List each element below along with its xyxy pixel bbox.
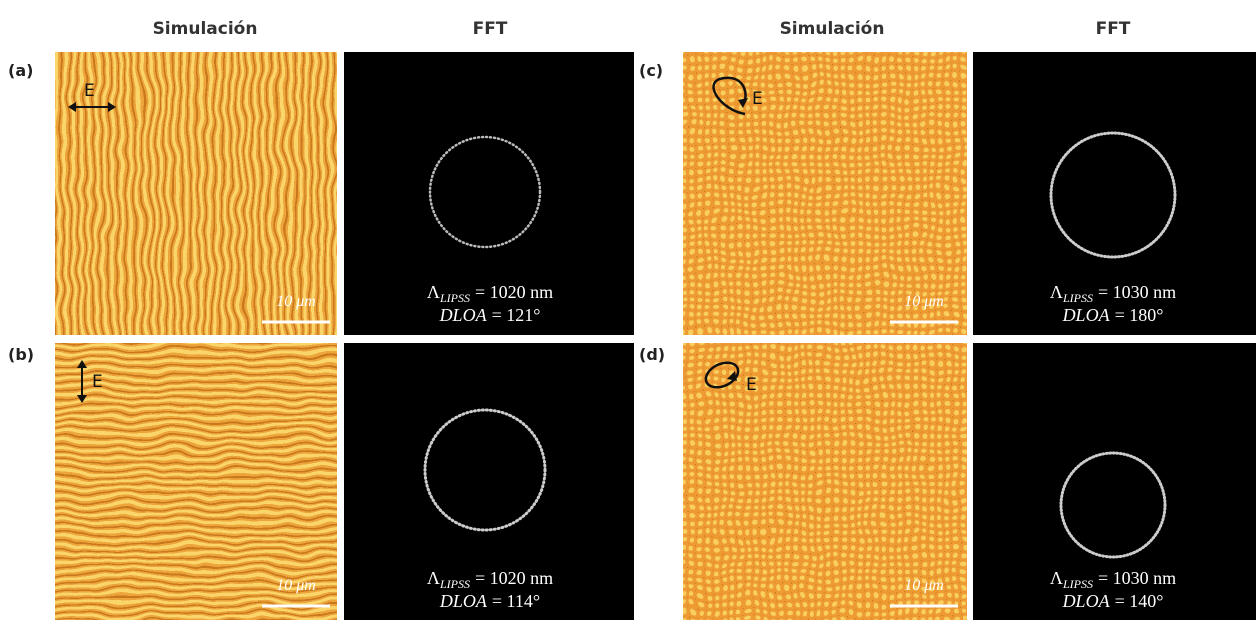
dloa-name: DLOA [1062, 591, 1111, 611]
scale-bar-label: 10 μm [276, 293, 316, 310]
lambda-symbol: Λ [1050, 568, 1063, 588]
lambda-value: = 1030 nm [1098, 568, 1176, 588]
lambda-symbol: Λ [427, 282, 440, 302]
lambda-symbol: Λ [427, 568, 440, 588]
field-label: E [92, 372, 103, 392]
field-label: E [84, 81, 95, 101]
column-header: FFT [473, 19, 508, 39]
lambda-subscript: LIPSS [439, 291, 470, 305]
dloa-value: = 121° [492, 305, 541, 325]
figure: Simulación FFT Simulación FFT (a) (b) (c… [0, 0, 1256, 620]
lambda-subscript: LIPSS [1062, 577, 1093, 591]
lambda-value: = 1030 nm [1098, 282, 1176, 302]
dloa-name: DLOA [1062, 305, 1111, 325]
scale-bar-label: 10 μm [276, 577, 316, 594]
lambda-symbol: Λ [1050, 282, 1063, 302]
lambda-value: = 1020 nm [475, 282, 553, 302]
panel-label: (c) [639, 61, 663, 80]
scale-bar-label: 10 μm [904, 293, 944, 310]
dloa-name: DLOA [439, 305, 488, 325]
column-header: Simulación [780, 19, 885, 39]
field-label: E [746, 375, 757, 395]
scale-bar-label: 10 μm [904, 577, 944, 594]
field-label: E [752, 89, 763, 109]
column-header: Simulación [153, 19, 258, 39]
lambda-value: = 1020 nm [475, 568, 553, 588]
lambda-subscript: LIPSS [1062, 291, 1093, 305]
lambda-subscript: LIPSS [439, 577, 470, 591]
panel-label: (b) [8, 345, 34, 364]
dloa-value: = 114° [492, 591, 540, 611]
panel-label: (a) [8, 61, 33, 80]
dloa-name: DLOA [439, 591, 488, 611]
dloa-value: = 140° [1115, 591, 1164, 611]
panel-label: (d) [639, 345, 665, 364]
column-header: FFT [1096, 19, 1131, 39]
dloa-value: = 180° [1115, 305, 1164, 325]
